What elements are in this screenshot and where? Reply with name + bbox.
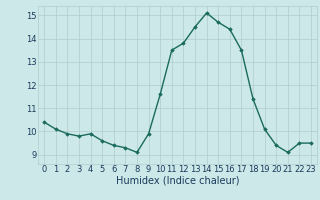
X-axis label: Humidex (Indice chaleur): Humidex (Indice chaleur): [116, 176, 239, 186]
